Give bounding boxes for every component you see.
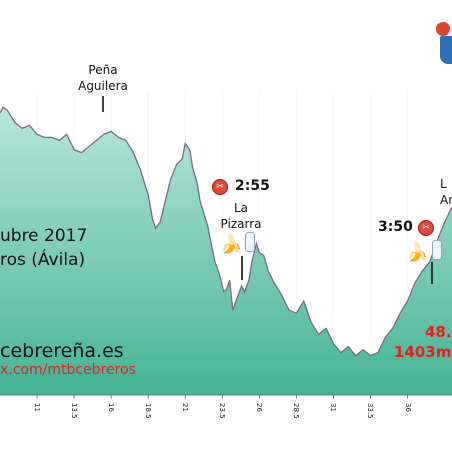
peak-label-line1: La <box>233 201 249 215</box>
peak-label-la-pizarra: La Pizarra <box>205 200 277 232</box>
peak-label-line1: L <box>440 177 447 191</box>
x-tick-label: 33.5 <box>366 403 375 419</box>
website-text: cebrereña.es <box>0 340 124 362</box>
x-tick-label: 16 <box>107 403 116 412</box>
peak-label-line2: An <box>440 193 452 207</box>
social-link-text: x.com/mtbcebreros <box>0 362 136 378</box>
x-tick-label: 36 <box>403 403 412 412</box>
x-tick-label: 31 <box>329 403 338 412</box>
event-place-text: ros (Ávila) <box>0 250 86 270</box>
event-date-text: ubre 2017 <box>0 226 88 246</box>
elevation-gain-text: 1403m <box>394 343 452 361</box>
x-tick-label: 28.5 <box>292 403 301 419</box>
banana-icon: 🍌 <box>220 234 243 255</box>
x-tick-label: 18.5 <box>144 403 153 419</box>
peak-label-anti: L An <box>440 176 452 208</box>
peak-label-line2: Aguilera <box>78 79 128 93</box>
x-tick-label: 21 <box>181 403 190 412</box>
peak-label-line1: Peña <box>88 63 118 77</box>
coat-of-arms-icon <box>432 22 452 66</box>
elevation-area <box>0 107 452 395</box>
distance-text: 48. <box>425 323 452 341</box>
x-tick-label: 13.5 <box>70 403 79 419</box>
elevation-line <box>0 106 452 357</box>
stop-time-1: 2:55 <box>235 178 270 194</box>
scissors-icon: ✂ <box>418 220 434 236</box>
peak-label-line2: Pizarra <box>220 217 262 231</box>
scissors-icon: ✂ <box>212 179 228 195</box>
water-bottle-icon <box>432 240 442 260</box>
x-tick-label: 11 <box>33 403 42 412</box>
peak-label-pena-aguilera: Peña Aguilera <box>64 62 142 94</box>
banana-icon: 🍌 <box>406 242 429 263</box>
x-tick-label: 26 <box>255 403 264 412</box>
water-bottle-icon <box>245 232 255 252</box>
x-tick-label: 23.5 <box>218 403 227 419</box>
stop-time-2: 3:50 <box>378 219 413 235</box>
